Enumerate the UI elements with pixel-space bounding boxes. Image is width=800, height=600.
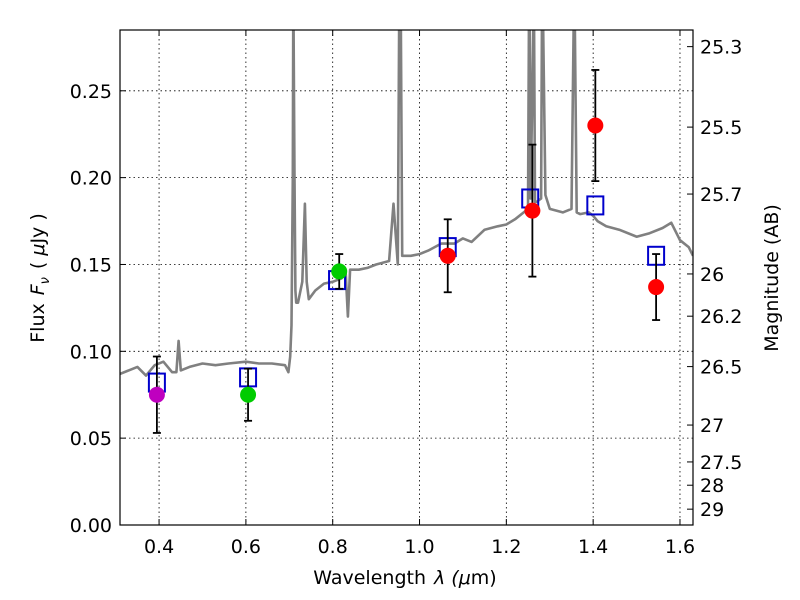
observed-point-3 xyxy=(439,247,456,264)
observed-point-5 xyxy=(587,117,604,134)
y-tick-label-4: 0.20 xyxy=(70,168,112,190)
y-axis-label: Flux Fν ( μJy ) xyxy=(27,213,53,343)
right-tick-label-9: 29 xyxy=(700,499,724,521)
y-tick-label-1: 0.05 xyxy=(70,428,112,450)
right-tick-label-1: 25.5 xyxy=(700,117,742,139)
x-ticks: 0.4 0.6 0.8 1.0 1.2 1.4 1.6 xyxy=(144,30,695,558)
observed-point-6 xyxy=(648,279,665,296)
right-tick-label-2: 25.7 xyxy=(700,184,742,206)
x-tick-label-6: 1.6 xyxy=(665,536,695,558)
right-tick-label-5: 26.5 xyxy=(700,357,742,379)
y-axis-label-unit: Jy ) xyxy=(27,213,49,244)
x-axis-label-symbol: λ ( xyxy=(433,567,460,589)
y-tick-label-2: 0.10 xyxy=(70,341,112,363)
right-tick-label-0: 25.3 xyxy=(700,37,742,59)
grid-layer xyxy=(120,30,693,526)
right-axis-label: Magnitude (AB) xyxy=(761,204,783,352)
x-tick-label-1: 0.6 xyxy=(231,536,261,558)
x-axis-label-text: Wavelength xyxy=(313,567,426,589)
right-tick-label-3: 26 xyxy=(700,264,724,286)
right-tick-label-4: 26.2 xyxy=(700,306,742,328)
plot-frame xyxy=(119,29,694,526)
observed-point-4 xyxy=(524,202,541,219)
model-layer xyxy=(147,188,666,393)
right-tick-label-8: 28 xyxy=(700,475,724,497)
points-layer xyxy=(148,69,665,434)
observed-point-1 xyxy=(240,386,257,403)
x-tick-label-3: 1.0 xyxy=(404,536,434,558)
y-axis-label-text: Flux xyxy=(27,303,49,343)
x-axis-label-unit: m) xyxy=(471,567,497,589)
x-axis-label: Wavelength λ (μm) xyxy=(313,567,496,589)
model-square-5 xyxy=(586,195,605,216)
y-axis-label-sub: ν xyxy=(38,277,53,284)
observed-point-2 xyxy=(331,263,348,280)
x-axis-label-mu: μ xyxy=(458,567,471,589)
y-tick-label-3: 0.15 xyxy=(70,254,112,276)
x-tick-label-2: 0.8 xyxy=(318,536,348,558)
y-tick-label-5: 0.25 xyxy=(70,81,112,103)
observed-point-0 xyxy=(148,386,165,403)
right-tick-label-7: 27.5 xyxy=(700,452,742,474)
y-axis-label-mu: μ xyxy=(27,244,49,257)
y-axis-label-f: F xyxy=(27,283,49,295)
sed-model-line xyxy=(120,30,693,377)
y-axis-label-open: ( xyxy=(27,262,49,269)
x-tick-label-0: 0.4 xyxy=(144,536,174,558)
x-tick-label-4: 1.2 xyxy=(491,536,521,558)
x-tick-label-5: 1.4 xyxy=(578,536,608,558)
right-tick-label-6: 27 xyxy=(700,415,724,437)
y-ticks: 0.00 0.05 0.10 0.15 0.20 0.25 xyxy=(70,81,126,537)
y-tick-label-0: 0.00 xyxy=(70,515,112,537)
sed-layer xyxy=(120,30,693,377)
